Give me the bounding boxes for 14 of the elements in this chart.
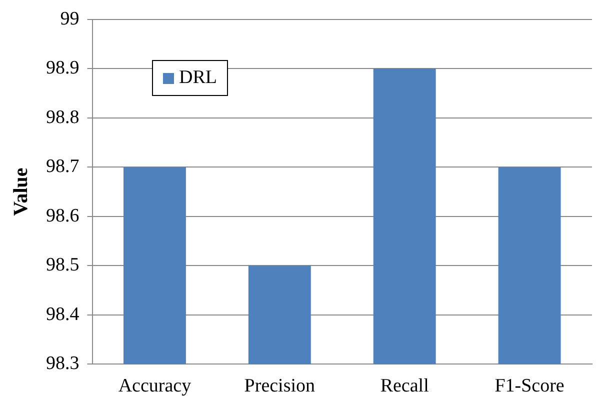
x-tick-label: F1-Score [494,376,564,397]
x-tick-label: Precision [244,376,316,397]
y-axis-title: Value [10,168,32,216]
y-tick-label: 98.4 [46,304,80,325]
y-tick-label: 98.5 [46,254,80,276]
y-tick-label: 99 [60,8,80,30]
legend-label: DRL [179,67,217,89]
y-tick-label: 98.7 [46,156,80,178]
y-tick-label: 98.8 [46,106,80,128]
y-tick-label: 98.3 [46,353,80,374]
y-tick-label: 98.6 [46,205,80,226]
x-tick-label: Accuracy [118,376,192,397]
x-tick-label: Recall [380,376,429,397]
y-tick-label: 98.9 [46,58,80,79]
